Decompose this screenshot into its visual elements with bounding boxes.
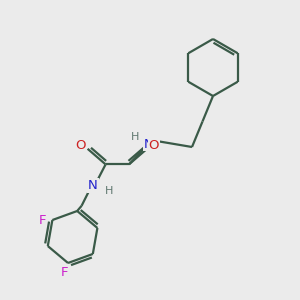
Text: N: N — [144, 137, 153, 151]
Text: N: N — [88, 179, 98, 192]
Text: O: O — [148, 139, 159, 152]
Text: H: H — [104, 186, 113, 196]
Text: H: H — [131, 132, 139, 142]
Text: F: F — [39, 214, 46, 226]
Text: O: O — [76, 139, 86, 152]
Text: F: F — [61, 266, 68, 279]
